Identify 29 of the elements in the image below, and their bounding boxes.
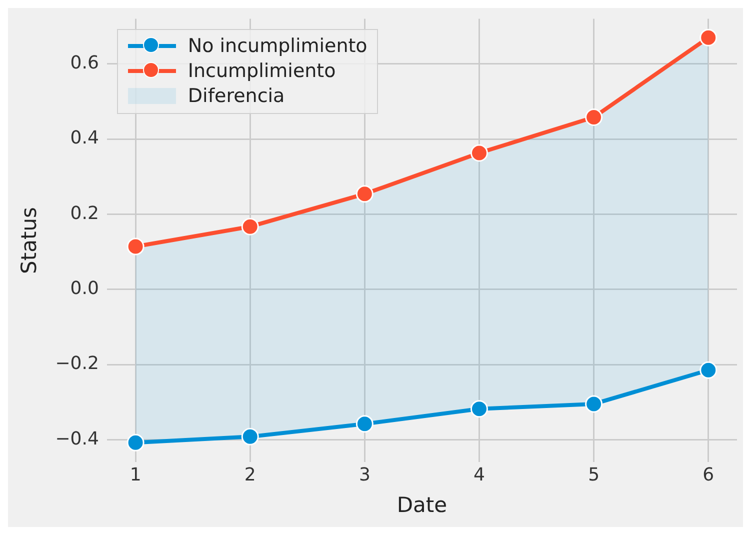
x-tick-label: 5 — [588, 464, 600, 486]
point — [585, 395, 603, 413]
point — [700, 361, 718, 379]
point — [700, 28, 718, 46]
point — [241, 428, 259, 446]
point — [126, 434, 144, 452]
point — [356, 185, 374, 203]
x-tick-label: 3 — [358, 464, 370, 486]
x-tick-label: 1 — [130, 464, 142, 486]
y-tick-label: 0.4 — [70, 128, 99, 149]
x-tick-label: 6 — [702, 464, 714, 486]
y-tick-label: 0.0 — [70, 278, 99, 300]
point — [585, 108, 603, 126]
point — [470, 144, 488, 162]
point — [356, 415, 374, 433]
annotation: Diferencia — [188, 85, 285, 108]
y-tick-label: −0.2 — [55, 353, 99, 374]
legend-label: Incumplimiento — [188, 60, 336, 82]
point — [470, 400, 488, 418]
point — [241, 218, 259, 236]
point — [126, 238, 144, 256]
y-axis-title: Status — [17, 207, 42, 274]
legend-label: No incumplimiento — [188, 35, 368, 58]
x-axis-title: Date — [396, 492, 448, 517]
y-tick-label: −0.4 — [55, 428, 99, 450]
x-tick-label: 2 — [244, 464, 256, 486]
x-tick-label: 4 — [474, 464, 485, 486]
y-tick-label: 0.2 — [70, 202, 99, 224]
y-tick-label: 0.6 — [70, 52, 99, 74]
